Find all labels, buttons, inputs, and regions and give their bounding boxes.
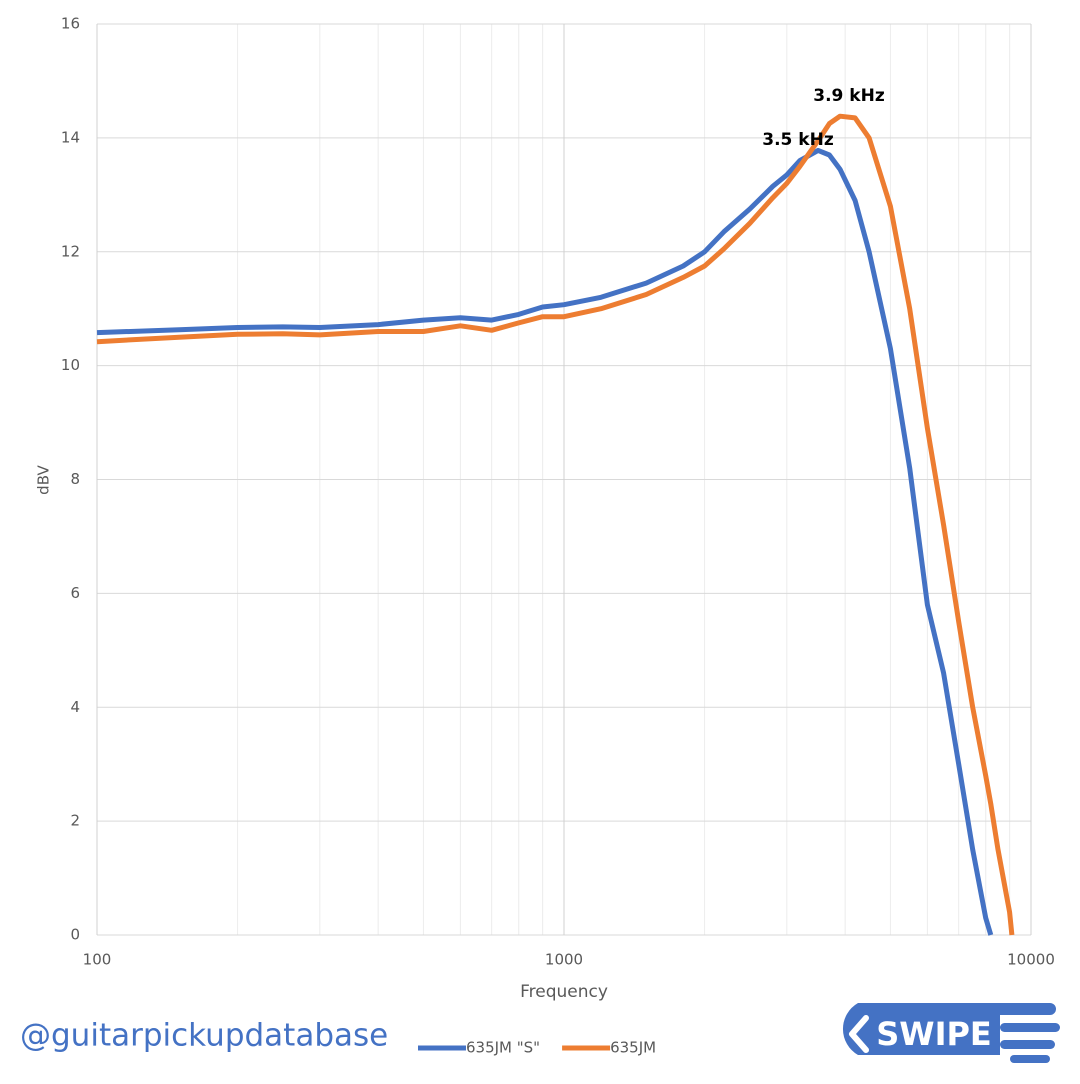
x-tick-label: 10000 — [1007, 951, 1055, 969]
y-tick-label: 4 — [70, 698, 80, 716]
series-line — [96, 147, 994, 936]
x-tick-label: 100 — [83, 951, 112, 969]
watermark: @guitarpickupdatabase — [20, 1018, 388, 1054]
swipe-stripe — [1000, 1040, 1055, 1049]
button-shape — [842, 1003, 1056, 1055]
swipe-stripe — [1010, 1055, 1050, 1063]
y-tick-label: 8 — [70, 470, 80, 488]
y-tick-label: 10 — [61, 356, 80, 374]
y-tick-label: 0 — [70, 926, 80, 944]
y-tick-label: 16 — [61, 15, 80, 33]
button-label: SWIPE — [876, 1015, 992, 1053]
x-tick-label: 1000 — [545, 951, 583, 969]
swipe-button[interactable]: SWIPE — [842, 1003, 1060, 1063]
legend-label: 635JM — [610, 1039, 656, 1057]
y-tick-label: 2 — [70, 812, 80, 830]
grid — [96, 23, 1032, 936]
y-tick-label: 12 — [61, 242, 80, 260]
swipe-stripe — [1000, 1023, 1060, 1032]
peak-annotation: 3.9 kHz — [813, 86, 885, 106]
y-tick-label: 6 — [70, 584, 80, 602]
y-tick-label: 14 — [61, 128, 80, 146]
y-axis-title: dBV — [35, 464, 53, 494]
peak-annotation: 3.5 kHz — [762, 130, 834, 150]
legend-label: 635JM "S" — [466, 1039, 540, 1057]
chevron — [849, 1015, 869, 1053]
series-line — [96, 113, 1015, 936]
x-axis-title: Frequency — [520, 982, 608, 1002]
